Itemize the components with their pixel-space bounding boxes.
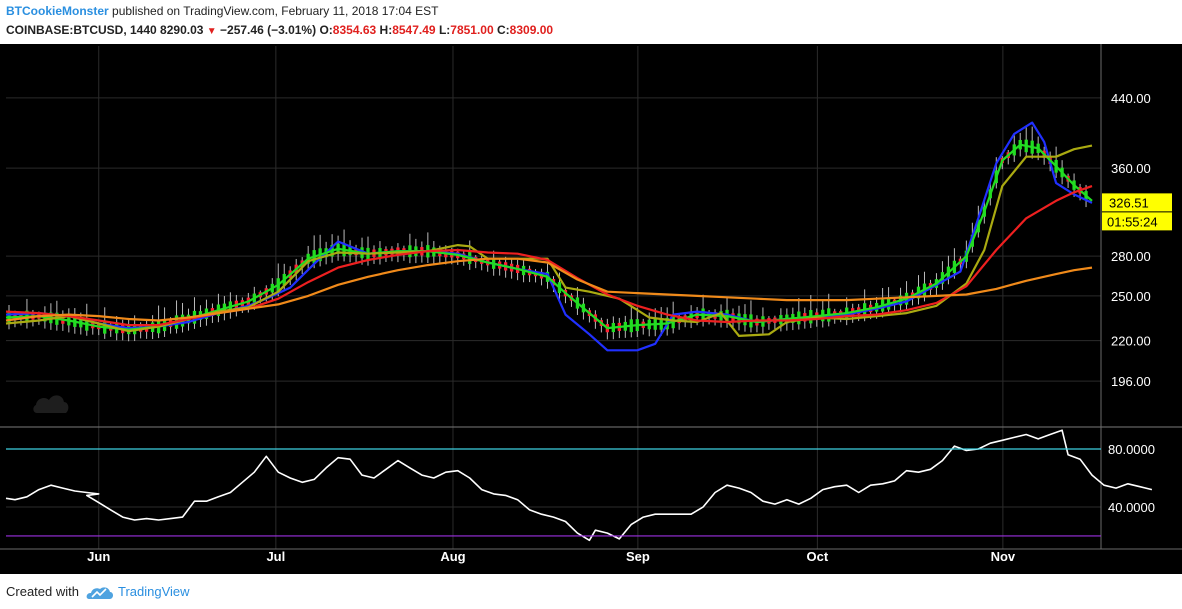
month-label: Jul bbox=[266, 549, 285, 564]
price-chart[interactable]: 440.00 360.00 280.00 250.00 220.00 196.00 80.0… bbox=[0, 44, 1182, 574]
month-label: Oct bbox=[807, 549, 829, 564]
last-price: 8290.03 bbox=[160, 23, 204, 37]
high-label: H: bbox=[379, 23, 393, 37]
tradingview-link[interactable]: TradingView bbox=[118, 584, 190, 599]
tradingview-watermark-icon bbox=[33, 395, 69, 413]
price-tick-label: 360.00 bbox=[1111, 161, 1151, 176]
high-value: 8547.49 bbox=[392, 23, 436, 37]
author-name[interactable]: BTCookieMonster bbox=[6, 4, 109, 18]
price-change: −257.46 (−3.01%) bbox=[220, 23, 317, 37]
price-tick-label: 196.00 bbox=[1111, 374, 1151, 389]
low-value: 7851.00 bbox=[450, 23, 494, 37]
close-value: 8309.00 bbox=[509, 23, 554, 37]
publish-line: BTCookieMonster published on TradingView… bbox=[6, 4, 438, 18]
last-price-tag bbox=[1102, 193, 1172, 212]
month-label: Sep bbox=[626, 549, 650, 564]
symbol-label: COINBASE:BTCUSD, 1440 bbox=[6, 23, 157, 37]
countdown-label: 01:55:24 bbox=[1107, 214, 1158, 229]
month-label: Aug bbox=[440, 549, 465, 564]
watermark-cloud bbox=[33, 395, 69, 413]
low-label: L: bbox=[438, 23, 451, 37]
rsi-tick-label: 80.0000 bbox=[1108, 442, 1155, 457]
chart-header: BTCookieMonster published on TradingView… bbox=[0, 0, 1182, 44]
created-with-text: Created with bbox=[6, 584, 79, 599]
price-tick-label: 440.00 bbox=[1111, 91, 1151, 106]
chart-background bbox=[0, 44, 1182, 574]
published-text: published on TradingView.com, February 1… bbox=[112, 4, 439, 18]
rsi-tick-label: 40.0000 bbox=[1108, 500, 1155, 515]
tradingview-logo-icon[interactable] bbox=[86, 583, 114, 601]
close-label: C: bbox=[497, 23, 510, 37]
indicator-line bbox=[5, 185, 1093, 327]
open-value: 8354.63 bbox=[332, 23, 377, 37]
chart-area[interactable]: 440.00 360.00 280.00 250.00 220.00 196.00 80.0… bbox=[0, 44, 1182, 574]
open-label: O: bbox=[319, 23, 333, 37]
month-label: Nov bbox=[991, 549, 1016, 564]
price-tick-label: 250.00 bbox=[1111, 289, 1151, 304]
countdown-tag bbox=[1102, 212, 1172, 231]
month-label: Jun bbox=[87, 549, 110, 564]
symbol-line: COINBASE:BTCUSD, 1440 8290.03 ▼ −257.46 … bbox=[6, 23, 553, 37]
footer: Created with TradingView bbox=[0, 574, 1182, 609]
price-tick-label: 220.00 bbox=[1111, 334, 1151, 349]
rsi-line bbox=[5, 429, 1153, 542]
down-arrow-icon: ▼ bbox=[206, 26, 217, 37]
price-tick-label: 280.00 bbox=[1111, 249, 1151, 264]
indicator-line bbox=[5, 257, 1093, 322]
last-price-label: 326.51 bbox=[1109, 195, 1149, 210]
